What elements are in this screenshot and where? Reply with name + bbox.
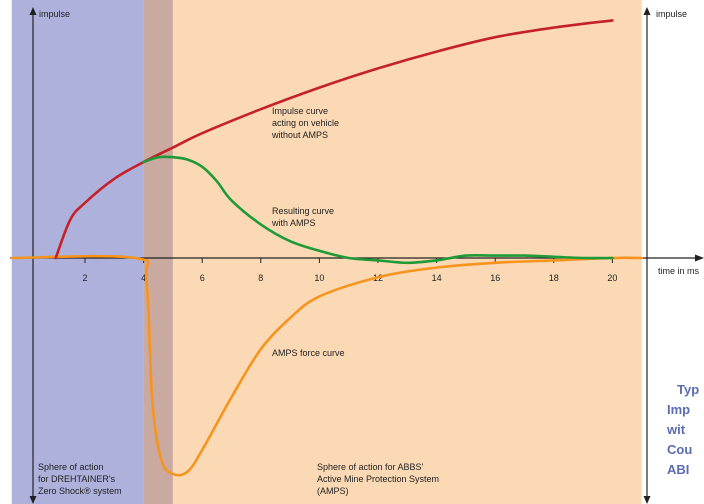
annotations: Impulse curve acting on vehicle without AM… [38, 106, 439, 496]
region-label-drehtainer: Sphere of action [38, 462, 104, 472]
side-text-line-3: wit [666, 422, 686, 437]
x-tick-label: 16 [490, 273, 500, 283]
y-axis-label-right: impulse [656, 9, 687, 19]
region-label-amps: (AMPS) [317, 486, 349, 496]
side-text-line-4: Cou [667, 442, 692, 457]
x-tick-label: 6 [200, 273, 205, 283]
region-drehtainer [11, 0, 144, 504]
right-y-axis-arrow-bottom [643, 496, 651, 504]
series-label-impulse-without-amps: acting on vehicle [272, 118, 339, 128]
series-label-resulting-with-amps: Resulting curve [272, 206, 334, 216]
y-axis-label-left: impulse [39, 9, 70, 19]
series-resulting-with-amps [142, 155, 614, 265]
series-label-impulse-without-amps: without AMPS [271, 130, 328, 140]
region-label-amps: Active Mine Protection System [317, 474, 439, 484]
x-tick-label: 4 [141, 273, 146, 283]
x-axis-label: time in ms [658, 266, 700, 276]
side-text: Typ Imp wit Cou ABI [666, 382, 699, 477]
region-label-drehtainer: for DREHTAINER's [38, 474, 116, 484]
side-text-line-2: Imp [667, 402, 690, 417]
curves [10, 19, 643, 477]
series-amps-force [10, 254, 643, 477]
x-tick-label: 8 [258, 273, 263, 283]
side-text-line-1: Typ [677, 382, 699, 397]
side-text-line-5: ABI [667, 462, 689, 477]
x-tick-label: 20 [607, 273, 617, 283]
region-label-amps: Sphere of action for ABBS' [317, 462, 424, 472]
region-amps [172, 0, 642, 504]
series-label-amps-force: AMPS force curve [272, 348, 345, 358]
left-y-axis-arrow-bottom [29, 496, 37, 504]
x-tick-label: 18 [549, 273, 559, 283]
series-label-resulting-with-amps: with AMPS [271, 218, 316, 228]
series-label-impulse-without-amps: Impulse curve [272, 106, 328, 116]
x-axis-arrow [695, 254, 704, 262]
x-tick-label: 10 [314, 273, 324, 283]
left-y-axis-arrow-top [29, 7, 37, 15]
right-y-axis-arrow-top [643, 7, 651, 15]
series-impulse-without-amps [54, 19, 614, 260]
region-label-drehtainer: Zero Shock® system [38, 486, 122, 496]
x-tick-label: 14 [432, 273, 442, 283]
region-overlap [143, 0, 173, 504]
x-tick-label: 2 [82, 273, 87, 283]
action-regions [11, 0, 642, 504]
